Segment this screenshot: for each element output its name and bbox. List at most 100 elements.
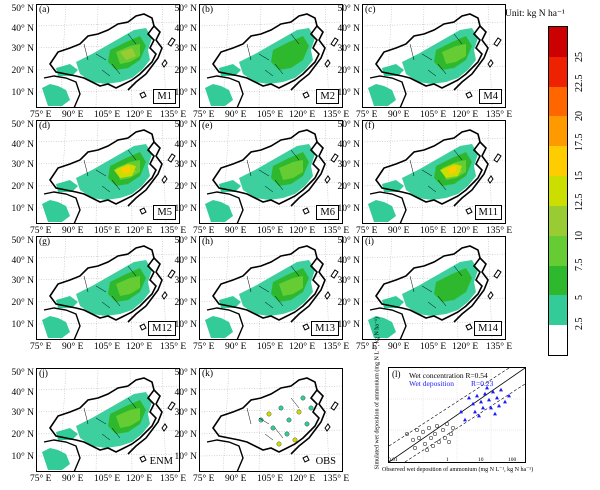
map-canvas	[199, 368, 343, 472]
lon-tick-label: 75° E	[30, 110, 52, 120]
lat-tick-label: 10° N	[11, 204, 34, 214]
lat-tick-label: 40° N	[337, 24, 360, 34]
colorbar-segment	[549, 295, 567, 326]
map-canvas	[362, 4, 506, 108]
panel-letter: (b)	[202, 5, 214, 15]
lon-tick-label: 75° E	[193, 474, 215, 484]
map-panel-j: (j) ENM	[36, 368, 180, 472]
lon-tick-label: 90° E	[225, 226, 247, 236]
lat-tick-label: 20° N	[337, 66, 360, 76]
lon-tick-label: 105° E	[94, 226, 121, 236]
map-frame	[199, 368, 343, 472]
model-label: M4	[479, 89, 502, 104]
lat-tick-label: 10° N	[337, 320, 360, 330]
lat-tick-label: 50° N	[11, 120, 34, 130]
model-label: M5	[153, 205, 176, 220]
lat-tick-label: 40° N	[174, 256, 197, 266]
lat-tick-label: 10° N	[337, 204, 360, 214]
lat-tick-label: 50° N	[174, 4, 197, 14]
lat-tick-label: 10° N	[11, 320, 34, 330]
panel-letter: (e)	[202, 121, 213, 131]
scatter-panel-label: (l)	[392, 369, 401, 379]
lon-tick-label: 120° E	[452, 110, 479, 120]
lat-tick-label: 40° N	[11, 388, 34, 398]
model-label: OBS	[315, 456, 336, 467]
panel-letter: (i)	[365, 237, 374, 247]
map-canvas	[36, 120, 180, 224]
lon-tick-label: 135° E	[486, 226, 513, 236]
scatter-xlabel: Observed wet deposition of ammonium (mg …	[382, 467, 534, 473]
lat-tick-label: 30° N	[337, 160, 360, 170]
map-canvas	[199, 120, 343, 224]
lat-tick-label: 20° N	[337, 182, 360, 192]
lat-tick-label: 30° N	[174, 276, 197, 286]
model-label: M12	[148, 321, 176, 336]
lat-tick-label: 50° N	[174, 236, 197, 246]
colorbar	[548, 26, 568, 356]
model-label: M1	[153, 89, 176, 104]
lat-tick-label: 40° N	[174, 388, 197, 398]
lat-tick-label: 30° N	[11, 160, 34, 170]
lat-tick-label: 20° N	[11, 182, 34, 192]
lon-tick-label: 135° E	[323, 342, 350, 352]
lat-tick-label: 50° N	[11, 236, 34, 246]
lat-tick-label: 20° N	[11, 298, 34, 308]
map-panel-d: (d) M5	[36, 120, 180, 224]
map-canvas	[36, 236, 180, 340]
lon-tick-label: 90° E	[62, 342, 84, 352]
lon-tick-label: 90° E	[388, 342, 410, 352]
scatter-xtick-1: 1	[446, 457, 449, 463]
colorbar-segment	[549, 205, 567, 236]
colorbar-tick-label: 2.5	[574, 317, 585, 331]
colorbar-segment	[549, 265, 567, 296]
colorbar-tick-label: 17.5	[574, 133, 585, 152]
lon-tick-label: 75° E	[193, 342, 215, 352]
lat-tick-label: 20° N	[174, 66, 197, 76]
colorbar-segment	[549, 325, 567, 355]
model-label: M11	[474, 205, 502, 220]
lat-tick-label: 30° N	[337, 44, 360, 54]
model-label: M14	[474, 321, 502, 336]
lat-tick-label: 30° N	[337, 276, 360, 286]
map-frame	[36, 120, 180, 224]
map-canvas	[199, 4, 343, 108]
lon-tick-label: 75° E	[356, 110, 378, 120]
map-frame	[36, 4, 180, 108]
map-panel-b: (b) M2	[199, 4, 343, 108]
lon-tick-label: 105° E	[94, 474, 121, 484]
lat-tick-label: 10° N	[174, 452, 197, 462]
lon-tick-label: 120° E	[289, 226, 316, 236]
lon-tick-label: 90° E	[388, 226, 410, 236]
lon-tick-label: 75° E	[193, 110, 215, 120]
lat-tick-label: 20° N	[337, 298, 360, 308]
lat-tick-label: 10° N	[174, 320, 197, 330]
map-canvas	[362, 120, 506, 224]
colorbar-tick-label: 22.5	[574, 74, 585, 92]
model-label: M6	[316, 205, 339, 220]
lon-tick-label: 120° E	[126, 342, 153, 352]
lon-tick-label: 90° E	[388, 110, 410, 120]
scatter-legend-wet-deposition-r: R=0.23	[471, 379, 494, 388]
colorbar-tick-label: 7.5	[574, 258, 585, 271]
panel-letter: (h)	[202, 237, 214, 247]
map-panel-h: (h) M13	[199, 236, 343, 340]
scatter-legend-wet-concentration: Wet concentration R=0.54	[409, 371, 488, 380]
map-panel-g: (g) M12	[36, 236, 180, 340]
map-panel-i: (i) M14	[362, 236, 506, 340]
scatter-xtick-0: 0.01	[388, 457, 398, 463]
lon-tick-label: 135° E	[160, 342, 187, 352]
panel-letter: (d)	[39, 121, 51, 131]
lat-tick-label: 10° N	[11, 88, 34, 98]
colorbar-segment	[549, 116, 567, 147]
colorbar-segment	[549, 56, 567, 87]
map-panel-k: (k) OBS	[199, 368, 343, 472]
lat-tick-label: 50° N	[337, 236, 360, 246]
lon-tick-label: 90° E	[225, 342, 247, 352]
scatter-plot	[388, 367, 526, 463]
lon-tick-label: 75° E	[356, 342, 378, 352]
lon-tick-label: 120° E	[452, 226, 479, 236]
lat-tick-label: 10° N	[174, 204, 197, 214]
scatter-legend-wet-deposition: Wet deposition	[409, 379, 455, 388]
lat-tick-label: 30° N	[11, 44, 34, 54]
lon-tick-label: 105° E	[94, 342, 121, 352]
